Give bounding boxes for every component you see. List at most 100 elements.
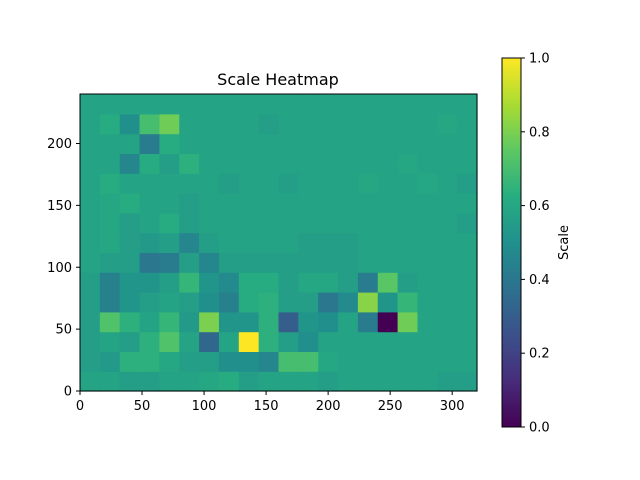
heatmap-cell — [338, 212, 359, 234]
heatmap-cell — [139, 331, 160, 352]
heatmap-cell — [80, 371, 101, 392]
heatmap-cell — [238, 153, 260, 174]
heatmap-cell — [278, 94, 299, 115]
heatmap-cell — [417, 252, 438, 273]
heatmap-cell — [357, 232, 379, 253]
heatmap-cell — [437, 272, 458, 293]
heatmap-cell — [119, 133, 141, 154]
heatmap-cell — [357, 252, 379, 273]
heatmap-cell — [99, 212, 121, 234]
heatmap-cell — [258, 311, 280, 333]
heatmap-cell — [338, 113, 359, 135]
heatmap-cell — [199, 133, 220, 154]
heatmap-cell — [437, 252, 458, 273]
heatmap-cell — [99, 292, 121, 313]
heatmap-cell — [417, 351, 438, 372]
heatmap-cell — [238, 113, 260, 135]
x-tick-label: 100 — [192, 399, 217, 414]
heatmap-cell — [318, 331, 339, 352]
heatmap-cell — [377, 252, 399, 273]
heatmap-cell — [258, 212, 280, 234]
heatmap-cell — [417, 193, 438, 214]
heatmap-cell — [199, 252, 220, 273]
heatmap-cell — [80, 311, 101, 333]
heatmap-cell — [457, 351, 478, 372]
heatmap-cell — [99, 331, 121, 352]
heatmap-cell — [258, 94, 280, 115]
heatmap-cell — [278, 351, 299, 372]
heatmap-cell — [338, 153, 359, 174]
y-tick-label: 50 — [55, 323, 72, 338]
heatmap-cell — [218, 113, 240, 135]
heatmap-cell — [139, 272, 160, 293]
heatmap-cell — [338, 252, 359, 273]
heatmap-cell — [318, 272, 339, 293]
heatmap-cell — [437, 173, 458, 194]
heatmap-cell — [397, 371, 419, 392]
heatmap-cell — [417, 94, 438, 115]
heatmap-cell — [397, 193, 419, 214]
heatmap-cell — [417, 133, 438, 154]
heatmap-cell — [238, 173, 260, 194]
heatmap-cell — [338, 232, 359, 253]
heatmap-cell — [119, 193, 141, 214]
heatmap-cell — [417, 113, 438, 135]
heatmap-cell — [338, 94, 359, 115]
heatmap-cell — [377, 94, 399, 115]
heatmap-cell — [238, 252, 260, 273]
heatmap-cell — [238, 133, 260, 154]
heatmap-cell — [318, 232, 339, 253]
heatmap-cell — [199, 371, 220, 392]
heatmap-cell — [218, 292, 240, 313]
heatmap-cell — [218, 212, 240, 234]
heatmap-cell — [318, 133, 339, 154]
heatmap-cell — [139, 113, 160, 135]
heatmap-cell — [258, 173, 280, 194]
heatmap-cell — [278, 133, 299, 154]
heatmap-cell — [278, 173, 299, 194]
heatmap-cell — [218, 351, 240, 372]
heatmap-cell — [457, 193, 478, 214]
heatmap-cell — [377, 371, 399, 392]
heatmap-cell — [377, 113, 399, 135]
heatmap-cell — [199, 193, 220, 214]
heatmap-cell — [238, 292, 260, 313]
heatmap-cell — [397, 292, 419, 313]
heatmap-cell — [457, 311, 478, 333]
y-tick-label: 150 — [47, 199, 72, 214]
heatmap-cell — [80, 252, 101, 273]
heatmap-cell — [298, 232, 319, 253]
heatmap-cell — [139, 193, 160, 214]
heatmap-cell — [357, 212, 379, 234]
heatmap-cell — [80, 173, 101, 194]
heatmap-cell — [338, 173, 359, 194]
x-tick-label: 200 — [316, 399, 341, 414]
heatmap-cell — [417, 232, 438, 253]
heatmap-cell — [199, 292, 220, 313]
heatmap-cell — [139, 153, 160, 174]
heatmap-cell — [119, 232, 141, 253]
heatmap-cell — [238, 371, 260, 392]
heatmap-cell — [437, 232, 458, 253]
heatmap-cell — [99, 371, 121, 392]
heatmap-cell — [417, 371, 438, 392]
heatmap-cell — [258, 252, 280, 273]
heatmap-cell — [338, 292, 359, 313]
heatmap-cell — [457, 94, 478, 115]
heatmap-cell — [298, 113, 319, 135]
heatmap-cell — [179, 351, 200, 372]
heatmap-cell — [159, 94, 180, 115]
heatmap-cell — [199, 113, 220, 135]
heatmap-cell — [80, 113, 101, 135]
heatmap-cell — [278, 252, 299, 273]
heatmap-cell — [437, 212, 458, 234]
heatmap-cell — [457, 173, 478, 194]
heatmap-cell — [80, 212, 101, 234]
heatmap-cell — [318, 292, 339, 313]
y-tick-label: 200 — [47, 137, 72, 152]
heatmap-cell — [159, 371, 180, 392]
heatmap-cell — [179, 113, 200, 135]
heatmap-cell — [119, 351, 141, 372]
heatmap-cell — [318, 371, 339, 392]
heatmap-cell — [199, 173, 220, 194]
